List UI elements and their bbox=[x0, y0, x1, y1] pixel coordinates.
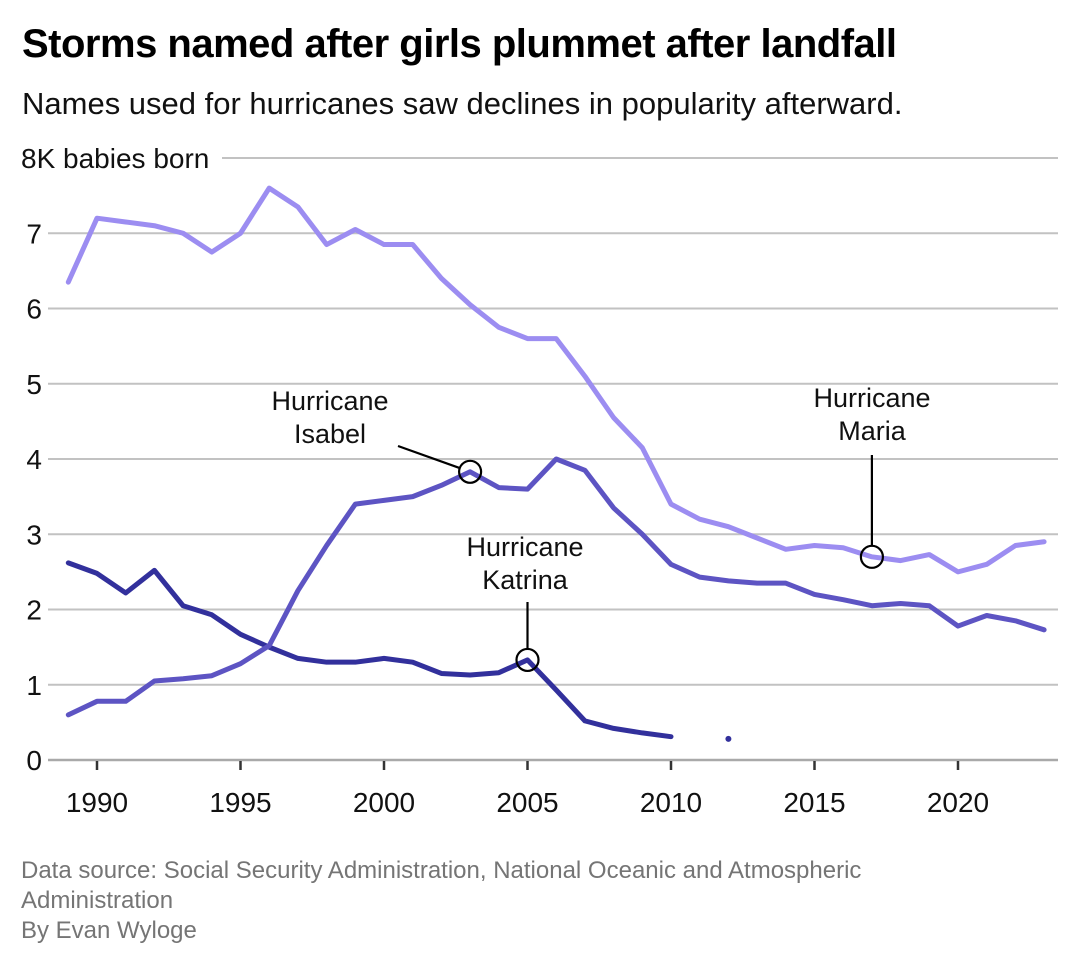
annotation-label-maria: Hurricane bbox=[813, 383, 930, 413]
x-tick-label: 2005 bbox=[496, 787, 558, 818]
x-tick-label: 1990 bbox=[66, 787, 128, 818]
annotation-label-katrina: Hurricane bbox=[466, 532, 583, 562]
x-tick-label: 2010 bbox=[640, 787, 702, 818]
y-tick-label: 2 bbox=[26, 595, 42, 626]
annotation-marker-katrina bbox=[515, 647, 540, 673]
y-tick-label: 0 bbox=[26, 745, 42, 776]
x-tick-label: 2000 bbox=[353, 787, 415, 818]
series-line-isabel bbox=[65, 456, 1047, 718]
y-tick-label: 1 bbox=[26, 670, 42, 701]
annotation-marker-isabel bbox=[458, 459, 483, 484]
annotation-marker-maria bbox=[859, 544, 885, 569]
x-tick-label: 2020 bbox=[927, 787, 989, 818]
annotation-label-katrina: Katrina bbox=[482, 565, 569, 595]
y-tick-label: 6 bbox=[26, 294, 42, 325]
series-point-katrina bbox=[725, 735, 732, 742]
y-axis-top-label: 8K babies born bbox=[21, 143, 209, 174]
annotation-label-isabel: Hurricane bbox=[271, 386, 388, 416]
y-tick-label: 7 bbox=[26, 218, 42, 249]
y-tick-label: 3 bbox=[26, 519, 42, 550]
y-tick-label: 5 bbox=[26, 369, 42, 400]
series-line-maria bbox=[65, 185, 1047, 575]
x-tick-label: 1995 bbox=[209, 787, 271, 818]
page-title: Storms named after girls plummet after l… bbox=[22, 22, 897, 66]
chart-footer: Data source: Social Security Administrat… bbox=[21, 856, 971, 946]
annotation-label-isabel: Isabel bbox=[294, 419, 366, 449]
y-tick-label: 4 bbox=[26, 444, 42, 475]
annotation-label-maria: Maria bbox=[838, 416, 906, 446]
byline: By Evan Wyloge bbox=[21, 917, 197, 944]
data-source: Data source: Social Security Administrat… bbox=[21, 857, 862, 914]
chart-subtitle: Names used for hurricanes saw declines i… bbox=[22, 86, 903, 121]
series-line-katrina bbox=[65, 560, 674, 740]
x-tick-label: 2015 bbox=[783, 787, 845, 818]
annotation-connector-isabel bbox=[397, 444, 461, 470]
